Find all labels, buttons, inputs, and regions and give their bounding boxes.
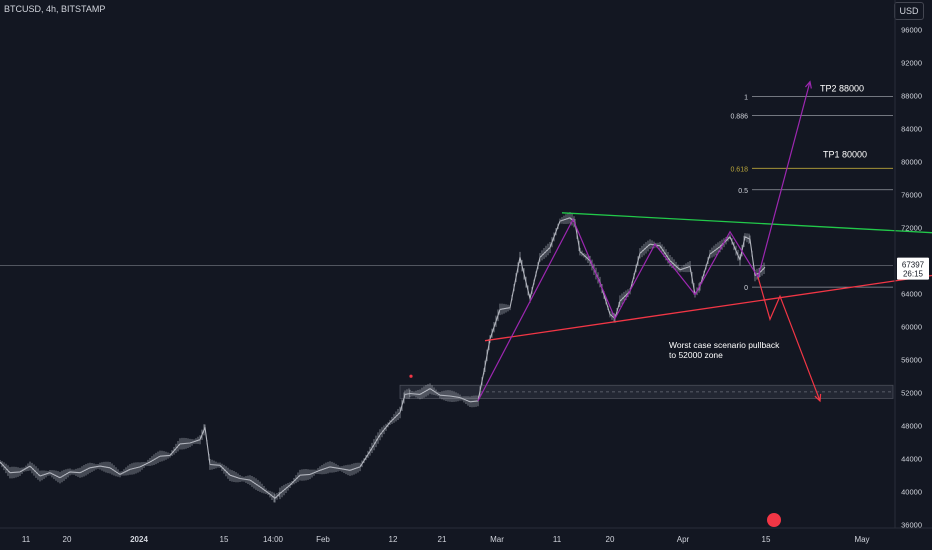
price-series-group [0, 212, 766, 503]
last-price-tag [897, 257, 929, 280]
price-tick-label: 40000 [901, 488, 922, 497]
support-zone [399, 384, 894, 399]
price-tick-label: 88000 [901, 92, 922, 101]
event-icon [767, 513, 781, 527]
price-tick-label: 52000 [901, 389, 922, 398]
price-tick-label: 60000 [901, 323, 922, 332]
price-tick-label: 48000 [901, 422, 922, 431]
time-tick-label: 2024 [130, 535, 148, 544]
price-tick-label: 84000 [901, 125, 922, 134]
price-tick-label: 72000 [901, 224, 922, 233]
target-label: TP1 80000 [823, 150, 867, 160]
target-label: TP2 88000 [820, 84, 864, 94]
fib-label: 0.5 [738, 188, 748, 195]
time-tick-label: Mar [490, 535, 504, 544]
fib-label: 1 [744, 95, 748, 102]
fib-levels-group: 1 0.886 0.618 0.5 0 [0, 95, 893, 292]
resistance-line [561, 212, 932, 234]
last-price-value: 67397 [902, 261, 925, 270]
bear-projection-path [757, 277, 821, 402]
price-tick-label: 96000 [901, 26, 922, 35]
time-tick-label: 20 [63, 535, 72, 544]
bull-arrow-head [804, 80, 812, 89]
price-tick-label: 56000 [901, 356, 922, 365]
time-tick-label: 21 [438, 535, 447, 544]
bull-projection-path [477, 81, 811, 402]
time-tick-label: May [854, 535, 869, 544]
time-tick-label: 14:00 [263, 535, 284, 544]
price-series [0, 217, 766, 499]
price-tick-label: 76000 [901, 191, 922, 200]
candle-countdown: 26:15 [903, 270, 924, 279]
fib-label: 0.886 [730, 114, 748, 121]
fib-label: 0.618 [730, 166, 748, 173]
annotation-note-line: to 52000 zone [669, 350, 723, 360]
trend-lines-group [477, 80, 932, 403]
time-tick-label: 11 [22, 535, 31, 544]
support-line [484, 274, 932, 342]
time-tick-label: 20 [606, 535, 615, 544]
price-axis-group: 96000 92000 88000 84000 80000 76000 72000 64000… [894, 0, 929, 530]
time-tick-label: 15 [762, 535, 771, 544]
bear-arrow-head [814, 393, 822, 403]
time-tick-label: 11 [553, 535, 562, 544]
time-tick-label: Apr [677, 535, 690, 544]
ticker-label: BTCUSD, 4h, BITSTAMP [4, 4, 106, 14]
annotation-text-group: TP2 88000 TP1 80000 Worst case scenario pu… [669, 84, 867, 360]
price-tick-label: 64000 [901, 290, 922, 299]
time-tick-label: Feb [316, 535, 330, 544]
support-zone-group [399, 384, 894, 399]
annotation-note-line: Worst case scenario pullback [669, 340, 780, 350]
time-axis-group: 11 20 2024 15 14:00 Feb 12 21 Mar 11 20 Apr 15 May [0, 513, 932, 544]
price-tick-label: 80000 [901, 158, 922, 167]
price-tick-label: 44000 [901, 455, 922, 464]
signal-dot [409, 374, 413, 378]
time-tick-label: 15 [220, 535, 229, 544]
time-tick-label: 12 [389, 535, 398, 544]
price-tick-label: 92000 [901, 59, 922, 68]
price-tick-label: 36000 [901, 521, 922, 530]
fib-label: 0 [744, 285, 748, 292]
